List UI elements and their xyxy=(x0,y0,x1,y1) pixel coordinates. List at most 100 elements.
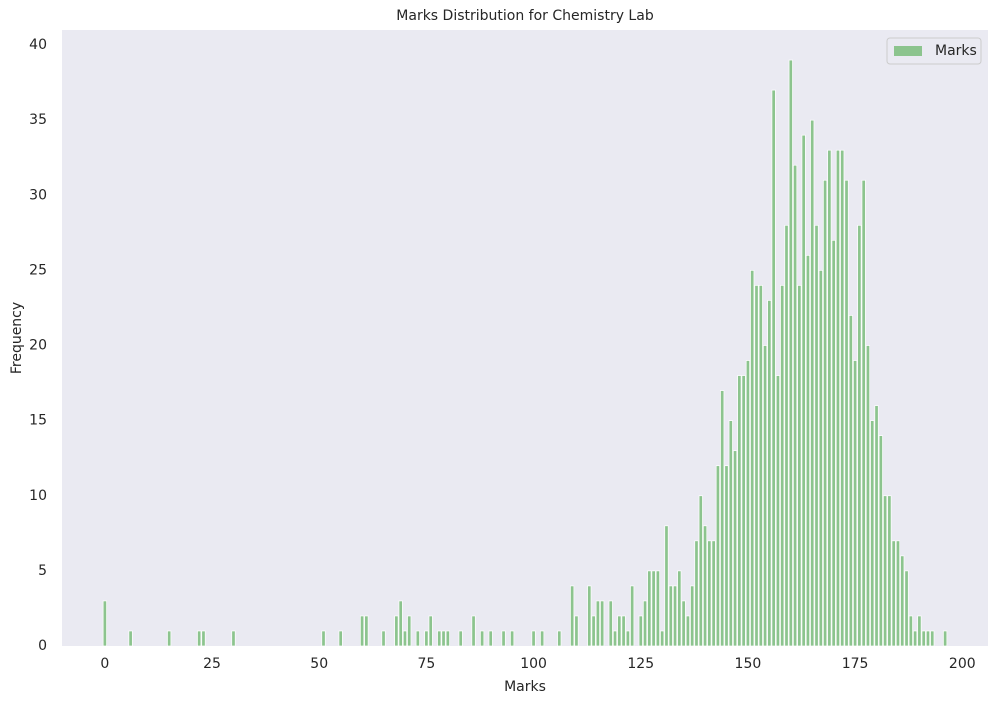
legend-swatch xyxy=(894,46,922,56)
bar xyxy=(715,465,720,647)
legend-box xyxy=(886,37,982,65)
bar xyxy=(201,630,206,647)
bar xyxy=(904,570,909,647)
chart-title: Marks Distribution for Chemistry Lab xyxy=(396,8,654,24)
bar xyxy=(810,119,815,647)
bar xyxy=(197,630,202,647)
bar xyxy=(801,134,806,647)
bar xyxy=(364,615,369,647)
bar xyxy=(480,630,485,647)
bar xyxy=(711,540,716,647)
bar xyxy=(677,570,682,647)
y-tick-label: 5 xyxy=(38,563,47,579)
bar xyxy=(925,630,931,647)
x-tick-label: 150 xyxy=(735,656,762,672)
x-tick-label: 50 xyxy=(310,656,328,672)
bar xyxy=(672,585,678,647)
bar xyxy=(690,585,695,647)
bar xyxy=(415,630,420,647)
bar xyxy=(848,315,853,647)
bar xyxy=(638,615,643,647)
bar xyxy=(231,630,236,647)
bar xyxy=(698,495,703,647)
bar xyxy=(737,375,742,647)
bar xyxy=(823,179,828,647)
x-tick-label: 200 xyxy=(949,656,976,672)
y-axis-label: Frequency xyxy=(9,302,25,374)
bar xyxy=(844,179,849,647)
x-tick-label: 100 xyxy=(520,656,547,672)
bar xyxy=(660,630,665,647)
bar xyxy=(570,585,575,647)
bar xyxy=(437,630,442,647)
x-axis-label: Marks xyxy=(504,679,546,695)
bar xyxy=(488,630,493,647)
bar xyxy=(612,630,618,647)
bar xyxy=(642,600,648,647)
bar xyxy=(651,570,656,647)
bar xyxy=(878,435,883,647)
bar xyxy=(853,360,858,647)
bar xyxy=(681,600,686,647)
bar xyxy=(754,285,759,647)
bar xyxy=(767,300,772,647)
bar xyxy=(668,585,673,647)
bar xyxy=(664,525,669,647)
bar xyxy=(797,285,802,647)
bar xyxy=(394,615,399,647)
bar xyxy=(891,540,896,647)
bar xyxy=(750,270,755,647)
y-tick-label: 35 xyxy=(29,112,47,128)
bar xyxy=(913,630,918,647)
bar xyxy=(531,630,536,647)
bar xyxy=(895,540,901,647)
bar xyxy=(827,149,832,647)
bar xyxy=(793,164,798,647)
x-tick-label: 0 xyxy=(100,656,109,672)
bar xyxy=(471,615,476,647)
bar xyxy=(865,345,871,647)
bar xyxy=(685,615,690,647)
bar xyxy=(625,630,630,647)
bar xyxy=(707,540,712,647)
x-tick-label: 75 xyxy=(417,656,435,672)
bar xyxy=(835,149,841,647)
y-tick-label: 30 xyxy=(29,187,47,203)
bar xyxy=(732,450,738,647)
bar xyxy=(557,630,562,647)
bar xyxy=(831,239,836,647)
y-tick-label: 25 xyxy=(29,262,47,278)
bar xyxy=(381,630,386,647)
bar xyxy=(874,405,879,647)
bar xyxy=(728,420,733,647)
bar xyxy=(595,600,600,647)
bar xyxy=(870,420,875,647)
bar xyxy=(102,600,107,647)
bar xyxy=(763,345,768,647)
y-tick-label: 40 xyxy=(29,37,47,53)
bar xyxy=(445,630,450,647)
bar xyxy=(780,285,785,647)
y-tick-label: 10 xyxy=(29,488,47,504)
bar xyxy=(428,615,433,647)
bar xyxy=(574,615,579,647)
bar xyxy=(630,585,635,647)
bar xyxy=(600,600,605,647)
bar xyxy=(617,615,622,647)
bar xyxy=(741,375,746,647)
bar xyxy=(788,59,793,647)
bar xyxy=(930,630,935,647)
bar xyxy=(775,375,781,647)
bar xyxy=(720,390,725,647)
bar xyxy=(861,179,866,647)
y-tick-label: 0 xyxy=(38,638,47,654)
bar xyxy=(694,540,699,647)
bar xyxy=(883,495,888,647)
bar xyxy=(943,630,948,647)
bar xyxy=(814,224,819,647)
bar xyxy=(407,615,412,647)
bar xyxy=(587,585,592,647)
bar xyxy=(458,630,463,647)
bar xyxy=(655,570,660,647)
